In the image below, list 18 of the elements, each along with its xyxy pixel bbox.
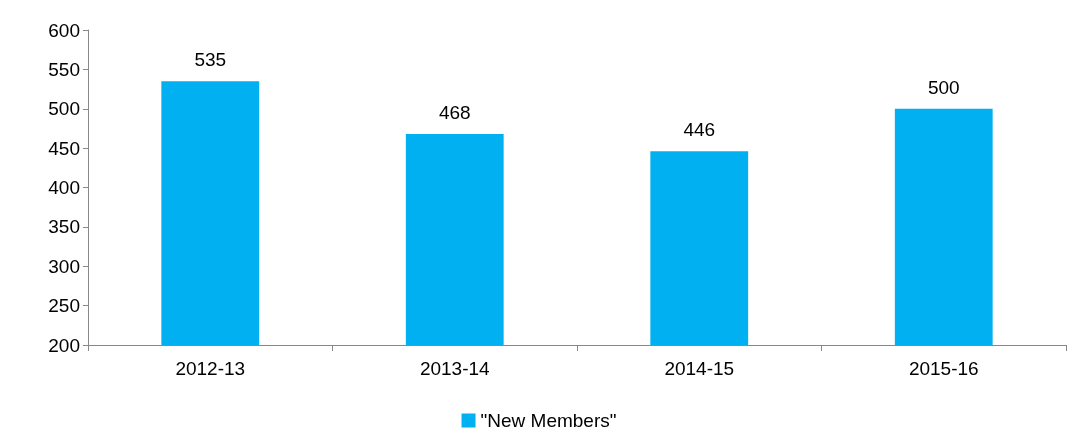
y-tick-label: 250 (48, 295, 80, 317)
y-tick-label: 400 (48, 177, 80, 198)
y-tick-label: 350 (48, 216, 80, 238)
legend-label: "New Members" (480, 410, 617, 431)
y-tick-label: 300 (48, 255, 80, 277)
data-label: 535 (194, 49, 227, 71)
y-tick-label: 600 (48, 19, 80, 41)
data-label: 468 (438, 101, 471, 123)
x-tick-label: 2015-16 (908, 358, 979, 379)
data-label: 500 (927, 76, 960, 98)
y-tick-label: 500 (48, 98, 80, 120)
data-label: 446 (683, 119, 716, 141)
y-tick-label: 200 (48, 334, 80, 356)
x-tick-label: 2014-15 (664, 358, 735, 379)
y-tick-label: 550 (48, 58, 80, 80)
x-tick-label: 2013-14 (419, 358, 491, 379)
y-tick-label: 450 (48, 137, 80, 159)
x-tick-label: 2012-13 (175, 358, 246, 379)
